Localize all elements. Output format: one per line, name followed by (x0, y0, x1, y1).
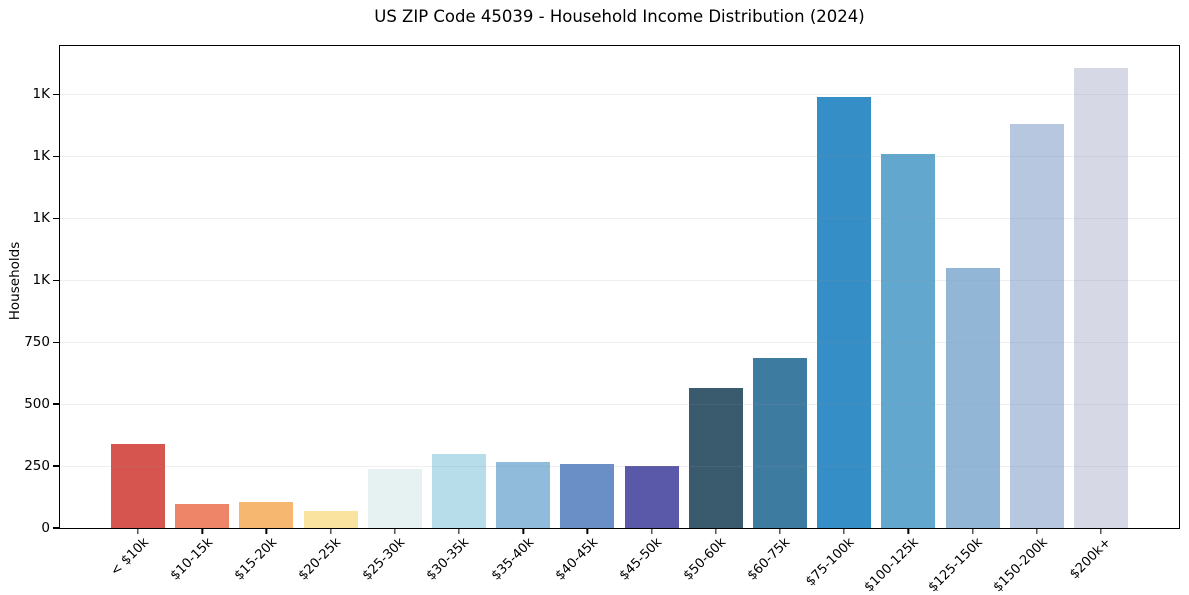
x-tick-mark (1100, 528, 1102, 534)
bar-slot: $30-35k (424, 46, 491, 583)
y-tick-label: 1K (32, 210, 50, 227)
y-tick-label: 1K (32, 148, 50, 165)
bar (817, 96, 872, 528)
bars-layer: < $10k $10-15k $15-20k $20-25k $25-30k $30-35… (60, 46, 1179, 595)
x-tick-label: $100-125k (861, 535, 922, 595)
bar-slot: $40-45k (553, 46, 619, 583)
bar-slot: $10-15k (167, 46, 234, 583)
y-tick-mark (53, 527, 59, 529)
x-tick-mark (137, 528, 139, 534)
y-tick-mark (53, 155, 59, 157)
bar (111, 443, 166, 528)
x-tick-label: $15-20k (231, 535, 281, 584)
x-tick-mark (201, 528, 203, 534)
bar-slot: $50-60k (681, 46, 748, 583)
x-tick-label: $200k+ (1067, 535, 1115, 583)
bar (1009, 124, 1064, 528)
x-tick-mark (265, 528, 268, 534)
x-tick-mark (907, 528, 909, 534)
bar-slot: $35-40k (488, 46, 555, 583)
bar (881, 153, 936, 528)
bar-slot: < $10k (106, 46, 170, 579)
bar-slot: $125-150k (926, 46, 1004, 595)
bar-slot: $60-75k (745, 46, 812, 583)
y-tick-mark (53, 217, 59, 219)
bar-slot: $45-50k (617, 46, 684, 583)
chart-title: US ZIP Code 45039 - Household Income Dis… (374, 7, 865, 26)
x-tick-mark (971, 528, 974, 534)
bar-slot: $200k+ (1067, 46, 1133, 582)
bar-slot: $20-25k (296, 46, 363, 583)
x-tick-label: $40-45k (552, 535, 602, 584)
y-tick-mark (53, 341, 59, 343)
bar-slot: $15-20k (232, 46, 298, 583)
bar (496, 462, 551, 528)
y-tick-label: 250 (24, 458, 50, 475)
x-tick-label: $35-40k (488, 535, 537, 584)
x-tick-mark (330, 528, 332, 534)
bar (560, 463, 615, 528)
bar (239, 501, 294, 528)
x-tick-mark (522, 528, 524, 534)
x-tick-mark (779, 528, 781, 534)
x-tick-mark (650, 528, 653, 534)
x-tick-label: $10-15k (167, 535, 216, 584)
bar-slot: $100-125k (862, 46, 940, 595)
x-tick-label: $125-150k (925, 535, 987, 595)
y-tick-label: 0 (41, 520, 50, 536)
bar-slot: $25-30k (360, 46, 427, 583)
x-tick-label: $30-35k (424, 535, 473, 584)
x-tick-mark (1036, 528, 1038, 534)
x-tick-mark (586, 528, 589, 534)
y-tick-label: 750 (24, 334, 50, 351)
y-tick-mark (53, 279, 59, 281)
bar (945, 267, 1000, 528)
bar (624, 466, 679, 528)
x-tick-mark (458, 528, 460, 534)
x-tick-label: $50-60k (680, 535, 730, 584)
bar (367, 468, 422, 528)
plot-area: < $10k $10-15k $15-20k $20-25k $25-30k $30-35… (24, 45, 1180, 595)
bar (752, 358, 807, 528)
x-tick-label: $45-50k (616, 535, 666, 584)
x-tick-mark (843, 528, 845, 534)
x-tick-label: $60-75k (745, 535, 794, 584)
x-tick-label: $20-25k (295, 535, 345, 584)
y-tick-mark (53, 465, 59, 467)
y-tick-mark (53, 403, 59, 405)
bar (175, 504, 230, 528)
y-tick-mark (53, 93, 59, 95)
bar-slot: $75-100k (803, 46, 876, 589)
x-tick-mark (715, 528, 717, 534)
bar (1073, 68, 1128, 528)
bar (432, 453, 487, 528)
x-tick-label: < $10k (107, 535, 152, 580)
x-tick-label: $75-100k (803, 535, 858, 590)
bar-slot: $150-200k (990, 46, 1069, 595)
x-tick-label: $150-200k (990, 535, 1051, 595)
y-tick-label: 500 (24, 396, 50, 413)
x-tick-mark (394, 528, 396, 534)
y-tick-label: 1K (32, 86, 50, 103)
bar (303, 510, 358, 528)
x-tick-label: $25-30k (359, 535, 409, 584)
y-axis-label: Households (7, 241, 23, 321)
bar (688, 388, 743, 528)
